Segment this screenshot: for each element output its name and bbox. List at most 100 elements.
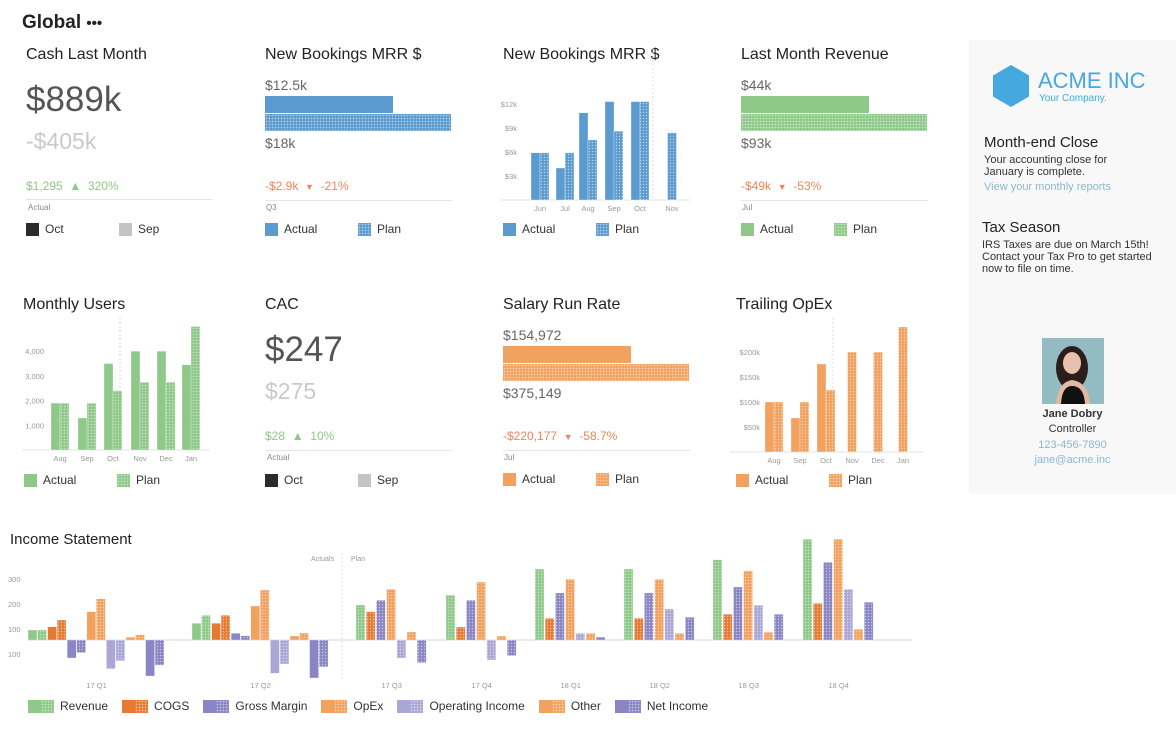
plan-bar <box>96 598 106 641</box>
info-panel: ACME INC Your Company. Month-end Close Y… <box>969 40 1176 494</box>
tax-season-title: Tax Season <box>982 219 1061 236</box>
x-tick-label: Oct <box>634 204 647 213</box>
actual-bar <box>555 167 566 201</box>
legend-label: Actual <box>522 472 556 486</box>
plan-bar <box>534 568 545 641</box>
actual-bar <box>47 626 57 641</box>
income-statement-title: Income Statement <box>10 531 132 548</box>
caption: Actual <box>267 453 290 462</box>
plan-bar <box>722 614 733 641</box>
plan-bar <box>154 639 165 666</box>
legend-label: Plan <box>377 222 402 236</box>
plan-bar <box>843 589 854 641</box>
x-tick-label: Jun <box>534 204 546 213</box>
legend-label: Oct <box>284 473 303 487</box>
legend-item-plan: Plan <box>834 222 877 236</box>
plan-bar <box>873 351 883 453</box>
legend-label: COGS <box>154 699 190 713</box>
legend-label: Other <box>570 699 601 713</box>
plan-bar <box>595 636 606 641</box>
plan-bar <box>773 614 784 641</box>
plan-bar <box>503 364 689 381</box>
x-tick-label: 17 Q2 <box>250 681 270 690</box>
plan-bar <box>37 629 47 641</box>
legend-item-oct: Oct <box>265 473 303 487</box>
legend-label: Plan <box>848 473 873 487</box>
swatch <box>596 472 609 486</box>
triangle-up-icon: ▲ <box>291 429 304 443</box>
plan-label: $18k <box>265 135 296 151</box>
swatch-plan <box>216 699 230 713</box>
widget-title: Cash Last Month <box>26 46 147 63</box>
plan-bar <box>365 611 376 641</box>
legend-label: Operating Income <box>429 699 525 713</box>
plan-bar <box>112 390 123 451</box>
actual-label: $154,972 <box>503 327 562 343</box>
legend-item-net-income: Net Income <box>614 699 708 713</box>
actual-bar <box>103 363 114 451</box>
plan-bar <box>506 639 517 656</box>
plan-bar <box>585 633 596 641</box>
x-tick-label: 17 Q1 <box>86 681 106 690</box>
monthly-reports-link[interactable]: View your monthly reports <box>984 181 1111 193</box>
legend-item-actual: Actual <box>265 222 317 236</box>
plan-bar <box>190 326 201 451</box>
divider <box>503 450 690 451</box>
plan-bar <box>853 629 864 641</box>
triangle-down-icon: ▼ <box>563 432 573 442</box>
delta-pct: -21% <box>320 179 349 193</box>
swatch <box>265 222 278 236</box>
actual-bar <box>309 639 319 679</box>
plan-bar <box>445 594 456 641</box>
y-tick-label: $50k <box>744 423 761 432</box>
legend-item-gross-margin: Gross Margin <box>203 699 307 713</box>
big-value: $247 <box>265 330 343 369</box>
swatch-actual <box>538 699 552 713</box>
x-tick-label: Jan <box>185 454 197 463</box>
contact-role: Controller <box>1048 423 1097 435</box>
swatch <box>117 473 130 487</box>
swatch-actual <box>614 699 628 713</box>
x-tick-label: Aug <box>581 204 594 213</box>
ellipsis-icon[interactable]: ••• <box>86 15 103 32</box>
contact-email[interactable]: jane@acme.inc <box>1034 454 1111 466</box>
plan-bar <box>396 639 407 659</box>
swatch-plan <box>334 699 348 713</box>
x-tick-label: Sep <box>80 454 93 463</box>
swatch <box>834 222 847 236</box>
company-name: ACME INC <box>1038 68 1146 93</box>
x-tick-label: Oct <box>107 454 120 463</box>
legend-item-plan: Plan <box>596 222 639 236</box>
y-tick-label: 200 <box>8 600 21 609</box>
plan-bar <box>220 615 231 641</box>
divider <box>741 200 928 201</box>
actual-bar <box>604 101 615 201</box>
plan-bar <box>279 639 290 665</box>
x-tick-label: Aug <box>53 454 66 463</box>
plan-bar <box>59 402 70 451</box>
plan-bar <box>587 139 598 201</box>
divider <box>26 199 213 200</box>
widget-title: Salary Run Rate <box>503 296 621 313</box>
actual-bar <box>86 611 97 641</box>
delta-value: -$220,177 <box>503 429 558 443</box>
x-tick-label: Jan <box>897 456 909 465</box>
legend-item-plan: Plan <box>829 473 872 487</box>
swatch <box>503 472 516 486</box>
delta: -$49k ▼ -53% <box>741 179 821 193</box>
plan-bar <box>773 401 784 453</box>
plan-bar <box>555 592 565 641</box>
plan-bar <box>833 539 843 641</box>
actual-bar <box>578 112 589 201</box>
y-tick-label: $3k <box>505 172 517 181</box>
plan-bar <box>476 581 486 641</box>
contact-phone[interactable]: 123-456-7890 <box>1038 439 1107 451</box>
y-tick-label: $200k <box>740 348 761 357</box>
actual-bar <box>503 346 632 363</box>
compare-value: -$405k <box>26 128 97 154</box>
widget-title: New Bookings MRR $ <box>265 46 422 63</box>
caption: Q3 <box>266 203 277 212</box>
cac-widget: CAC $247 $275 $28 ▲ 10% Actual Oct Sep <box>265 296 452 487</box>
y-tick-label: 100 <box>8 625 21 634</box>
x-tick-label: Sep <box>793 456 806 465</box>
